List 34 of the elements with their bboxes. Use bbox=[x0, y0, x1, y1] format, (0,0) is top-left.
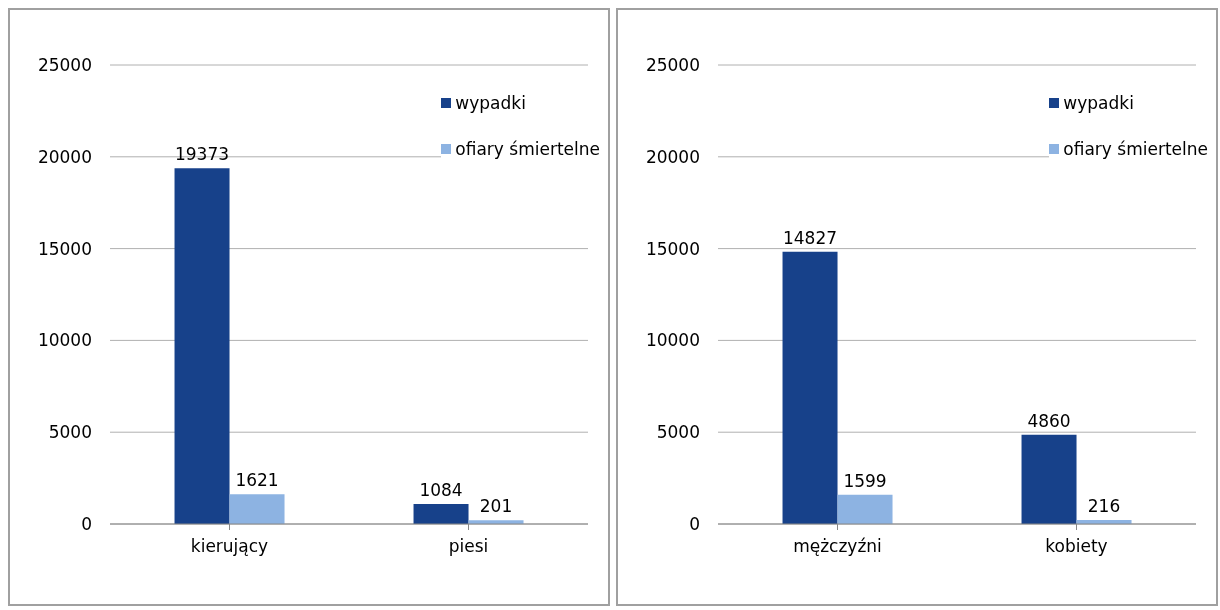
bar bbox=[1021, 434, 1077, 524]
y-tick-label: 0 bbox=[689, 514, 700, 535]
y-tick-label: 0 bbox=[81, 514, 92, 535]
y-tick-label: 10000 bbox=[645, 330, 700, 351]
y-tick-label: 5000 bbox=[656, 422, 700, 443]
y-tick-label: 25000 bbox=[37, 55, 92, 76]
bar bbox=[174, 168, 230, 524]
data-label: 1084 bbox=[419, 480, 463, 501]
bar bbox=[782, 251, 838, 524]
y-tick-label: 20000 bbox=[645, 146, 700, 167]
legend-label: wypadki bbox=[1063, 93, 1134, 113]
y-tick-label: 25000 bbox=[645, 55, 700, 76]
bar bbox=[229, 494, 285, 524]
y-tick-label: 5000 bbox=[48, 422, 92, 443]
y-tick-label: 15000 bbox=[645, 238, 700, 259]
x-tick-label: mężczyźni bbox=[793, 536, 882, 557]
x-tick-label: piesi bbox=[448, 536, 489, 557]
data-label: 201 bbox=[479, 496, 513, 517]
y-tick-label: 10000 bbox=[37, 330, 92, 351]
legend-label: ofiary śmiertelne bbox=[1063, 139, 1208, 159]
bar bbox=[837, 494, 893, 524]
legend-label: wypadki bbox=[455, 93, 526, 113]
data-label: 1621 bbox=[235, 470, 279, 491]
data-label: 4860 bbox=[1027, 410, 1071, 431]
y-tick-label: 20000 bbox=[37, 146, 92, 167]
data-label: 1599 bbox=[843, 470, 887, 491]
bar bbox=[413, 504, 469, 524]
x-tick-label: kobiety bbox=[1045, 536, 1108, 557]
x-tick-label: kierujący bbox=[190, 536, 269, 557]
data-label: 19373 bbox=[174, 144, 230, 165]
data-label: 14827 bbox=[782, 227, 838, 248]
legend-label: ofiary śmiertelne bbox=[455, 139, 600, 159]
data-label: 216 bbox=[1087, 496, 1121, 517]
y-tick-label: 15000 bbox=[37, 238, 92, 259]
